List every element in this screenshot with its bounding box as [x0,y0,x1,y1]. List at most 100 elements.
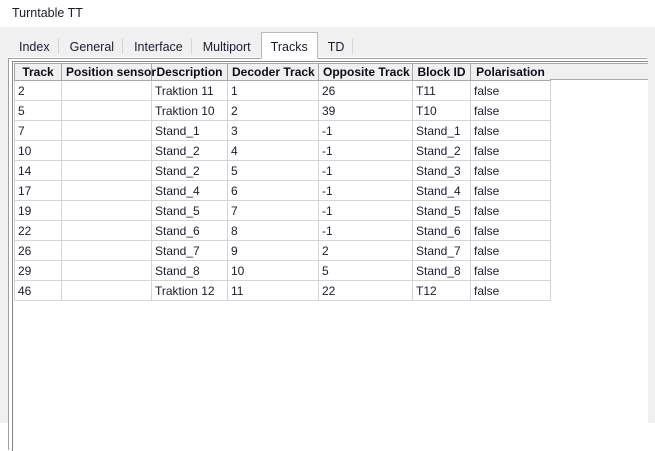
cell-track[interactable]: 46 [14,280,62,301]
cell-decoder-track[interactable]: 2 [227,100,319,121]
cell-opposite-track[interactable]: -1 [318,160,413,181]
cell-block-id[interactable]: T11 [412,80,471,101]
cell-opposite-track[interactable]: 26 [318,80,413,101]
cell-track[interactable]: 29 [14,260,62,281]
cell-opposite-track[interactable]: -1 [318,180,413,201]
table-row[interactable]: 17 Stand_4 6 -1 Stand_4 false [14,180,551,201]
cell-polarisation[interactable]: false [470,180,551,201]
column-header-polarisation[interactable]: Polarisation [470,63,551,81]
table-row[interactable]: 46 Traktion 12 11 22 T12 false [14,280,551,301]
cell-position-sensor[interactable] [61,260,152,281]
cell-polarisation[interactable]: false [470,220,551,241]
cell-decoder-track[interactable]: 11 [227,280,319,301]
cell-decoder-track[interactable]: 10 [227,260,319,281]
cell-block-id[interactable]: Stand_1 [412,120,471,141]
cell-block-id[interactable]: Stand_7 [412,240,471,261]
cell-position-sensor[interactable] [61,200,152,221]
column-header-track[interactable]: Track [14,63,62,81]
cell-position-sensor[interactable] [61,100,152,121]
tab-multiport[interactable]: Multiport [192,33,261,59]
column-header-position-sensor[interactable]: Position sensor [61,63,156,81]
cell-description[interactable]: Stand_5 [151,200,228,221]
cell-description[interactable]: Traktion 11 [151,80,228,101]
cell-decoder-track[interactable]: 9 [227,240,319,261]
cell-block-id[interactable]: Stand_3 [412,160,471,181]
table-row[interactable]: 10 Stand_2 4 -1 Stand_2 false [14,140,551,161]
cell-description[interactable]: Stand_8 [151,260,228,281]
cell-polarisation[interactable]: false [470,120,551,141]
cell-position-sensor[interactable] [61,240,152,261]
cell-track[interactable]: 14 [14,160,62,181]
cell-track[interactable]: 17 [14,180,62,201]
cell-description[interactable]: Stand_7 [151,240,228,261]
cell-decoder-track[interactable]: 4 [227,140,319,161]
cell-opposite-track[interactable]: -1 [318,140,413,161]
cell-block-id[interactable]: Stand_5 [412,200,471,221]
cell-block-id[interactable]: Stand_4 [412,180,471,201]
cell-block-id[interactable]: Stand_6 [412,220,471,241]
cell-opposite-track[interactable]: 22 [318,280,413,301]
table-row[interactable]: 5 Traktion 10 2 39 T10 false [14,100,551,121]
table-row[interactable]: 29 Stand_8 10 5 Stand_8 false [14,260,551,281]
table-row[interactable]: 19 Stand_5 7 -1 Stand_5 false [14,200,551,221]
cell-position-sensor[interactable] [61,220,152,241]
cell-description[interactable]: Stand_4 [151,180,228,201]
cell-block-id[interactable]: Stand_8 [412,260,471,281]
cell-block-id[interactable]: T10 [412,100,471,121]
tracks-scroll-pane[interactable]: Track Position sensor Description Decoder T… [12,61,648,451]
cell-position-sensor[interactable] [61,120,152,141]
cell-polarisation[interactable]: false [470,280,551,301]
cell-track[interactable]: 26 [14,240,62,261]
tab-index[interactable]: Index [9,33,60,59]
table-row[interactable]: 14 Stand_2 5 -1 Stand_3 false [14,160,551,181]
cell-opposite-track[interactable]: 39 [318,100,413,121]
tracks-table[interactable]: Track Position sensor Description Decoder T… [14,63,551,301]
cell-decoder-track[interactable]: 3 [227,120,319,141]
table-row[interactable]: 26 Stand_7 9 2 Stand_7 false [14,240,551,261]
cell-opposite-track[interactable]: 5 [318,260,413,281]
cell-opposite-track[interactable]: 2 [318,240,413,261]
cell-position-sensor[interactable] [61,180,152,201]
tab-interface[interactable]: Interface [124,33,193,59]
cell-description[interactable]: Stand_1 [151,120,228,141]
cell-description[interactable]: Stand_2 [151,160,228,181]
cell-polarisation[interactable]: false [470,80,551,101]
tab-tracks[interactable]: Tracks [260,32,318,59]
cell-position-sensor[interactable] [61,160,152,181]
cell-track[interactable]: 7 [14,120,62,141]
cell-position-sensor[interactable] [61,140,152,161]
cell-track[interactable]: 10 [14,140,62,161]
cell-track[interactable]: 2 [14,80,62,101]
cell-opposite-track[interactable]: -1 [318,220,413,241]
cell-polarisation[interactable]: false [470,240,551,261]
table-row[interactable]: 22 Stand_6 8 -1 Stand_6 false [14,220,551,241]
cell-track[interactable]: 22 [14,220,62,241]
cell-decoder-track[interactable]: 6 [227,180,319,201]
cell-position-sensor[interactable] [61,80,152,101]
column-header-block-id[interactable]: Block ID [412,63,471,81]
table-row[interactable]: 7 Stand_1 3 -1 Stand_1 false [14,120,551,141]
cell-description[interactable]: Traktion 10 [151,100,228,121]
cell-opposite-track[interactable]: -1 [318,120,413,141]
cell-polarisation[interactable]: false [470,160,551,181]
column-header-decoder-track[interactable]: Decoder Track [227,63,319,81]
cell-decoder-track[interactable]: 7 [227,200,319,221]
cell-position-sensor[interactable] [61,280,152,301]
cell-polarisation[interactable]: false [470,200,551,221]
cell-block-id[interactable]: Stand_2 [412,140,471,161]
cell-block-id[interactable]: T12 [412,280,471,301]
column-header-description[interactable]: Description [151,63,228,81]
column-header-opposite-track[interactable]: Opposite Track [318,63,413,81]
cell-polarisation[interactable]: false [470,140,551,161]
cell-track[interactable]: 19 [14,200,62,221]
cell-polarisation[interactable]: false [470,260,551,281]
cell-description[interactable]: Stand_6 [151,220,228,241]
cell-decoder-track[interactable]: 5 [227,160,319,181]
tab-td[interactable]: TD [317,33,355,59]
cell-decoder-track[interactable]: 8 [227,220,319,241]
cell-description[interactable]: Traktion 12 [151,280,228,301]
cell-track[interactable]: 5 [14,100,62,121]
table-row[interactable]: 2 Traktion 11 1 26 T11 false [14,80,551,101]
cell-opposite-track[interactable]: -1 [318,200,413,221]
tab-general[interactable]: General [59,33,125,59]
